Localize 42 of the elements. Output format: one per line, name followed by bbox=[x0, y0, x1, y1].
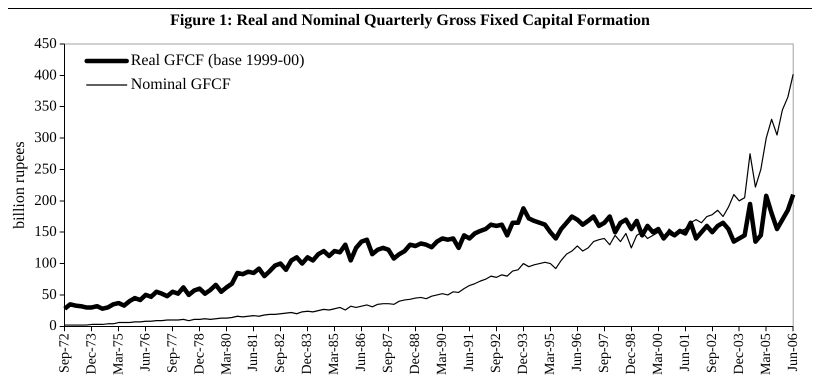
x-tick-label: Sep-02 bbox=[704, 333, 720, 373]
y-tick-label: 400 bbox=[34, 67, 57, 84]
x-tick-label: Jun-91 bbox=[462, 333, 478, 372]
y-tick-label: 0 bbox=[49, 318, 57, 334]
y-tick-label: 100 bbox=[34, 256, 57, 272]
legend-label: Nominal GFCF bbox=[130, 76, 231, 94]
x-tick-label: Dec-83 bbox=[300, 333, 316, 374]
x-tick-label: Mar-90 bbox=[435, 333, 450, 376]
x-tick-label: Mar-75 bbox=[111, 333, 126, 376]
y-tick-label: 50 bbox=[42, 286, 57, 303]
y-tick-label: 200 bbox=[34, 192, 57, 209]
x-tick-label: Jun-86 bbox=[354, 333, 370, 372]
y-tick-label: 300 bbox=[34, 130, 57, 146]
x-tick-label: Sep-92 bbox=[489, 333, 504, 373]
y-tick-label: 350 bbox=[34, 98, 57, 115]
x-tick-label: Dec-93 bbox=[516, 333, 532, 374]
y-tick-label: 450 bbox=[34, 36, 57, 52]
x-tick-label: Mar-85 bbox=[327, 333, 342, 376]
y-tick-label: 250 bbox=[34, 161, 57, 178]
x-tick-label: Jun-06 bbox=[786, 333, 801, 372]
x-tick-label: Jun-96 bbox=[570, 333, 586, 372]
legend-label: Real GFCF (base 1999-00) bbox=[130, 52, 304, 70]
x-tick-label: Mar-05 bbox=[758, 333, 774, 376]
x-tick-label: Jun-01 bbox=[678, 333, 693, 372]
x-tick-label: Mar-95 bbox=[543, 333, 558, 376]
x-tick-label: Dec-98 bbox=[624, 333, 639, 374]
x-tick-label: Dec-78 bbox=[192, 333, 208, 374]
x-tick-label: Sep-82 bbox=[273, 333, 288, 373]
x-tick-label: Jun-81 bbox=[246, 333, 262, 372]
x-tick-label: Jun-76 bbox=[138, 333, 154, 372]
x-tick-label: Sep-72 bbox=[57, 333, 72, 373]
x-tick-label: Dec-73 bbox=[84, 333, 100, 374]
x-tick-label: Sep-97 bbox=[597, 333, 612, 373]
y-tick-label: 150 bbox=[34, 224, 57, 240]
x-tick-label: Sep-87 bbox=[381, 333, 396, 373]
chart-title: Figure 1: Real and Nominal Quarterly Gross Fixed Capital Formation bbox=[169, 12, 651, 30]
x-tick-label: Mar-00 bbox=[650, 333, 666, 376]
x-tick-label: Sep-77 bbox=[165, 333, 180, 373]
x-tick-label: Dec-03 bbox=[732, 333, 747, 374]
y-axis-title: billion rupees bbox=[10, 141, 28, 229]
x-tick-label: Mar-80 bbox=[219, 333, 234, 376]
x-tick-label: Dec-88 bbox=[408, 333, 424, 374]
